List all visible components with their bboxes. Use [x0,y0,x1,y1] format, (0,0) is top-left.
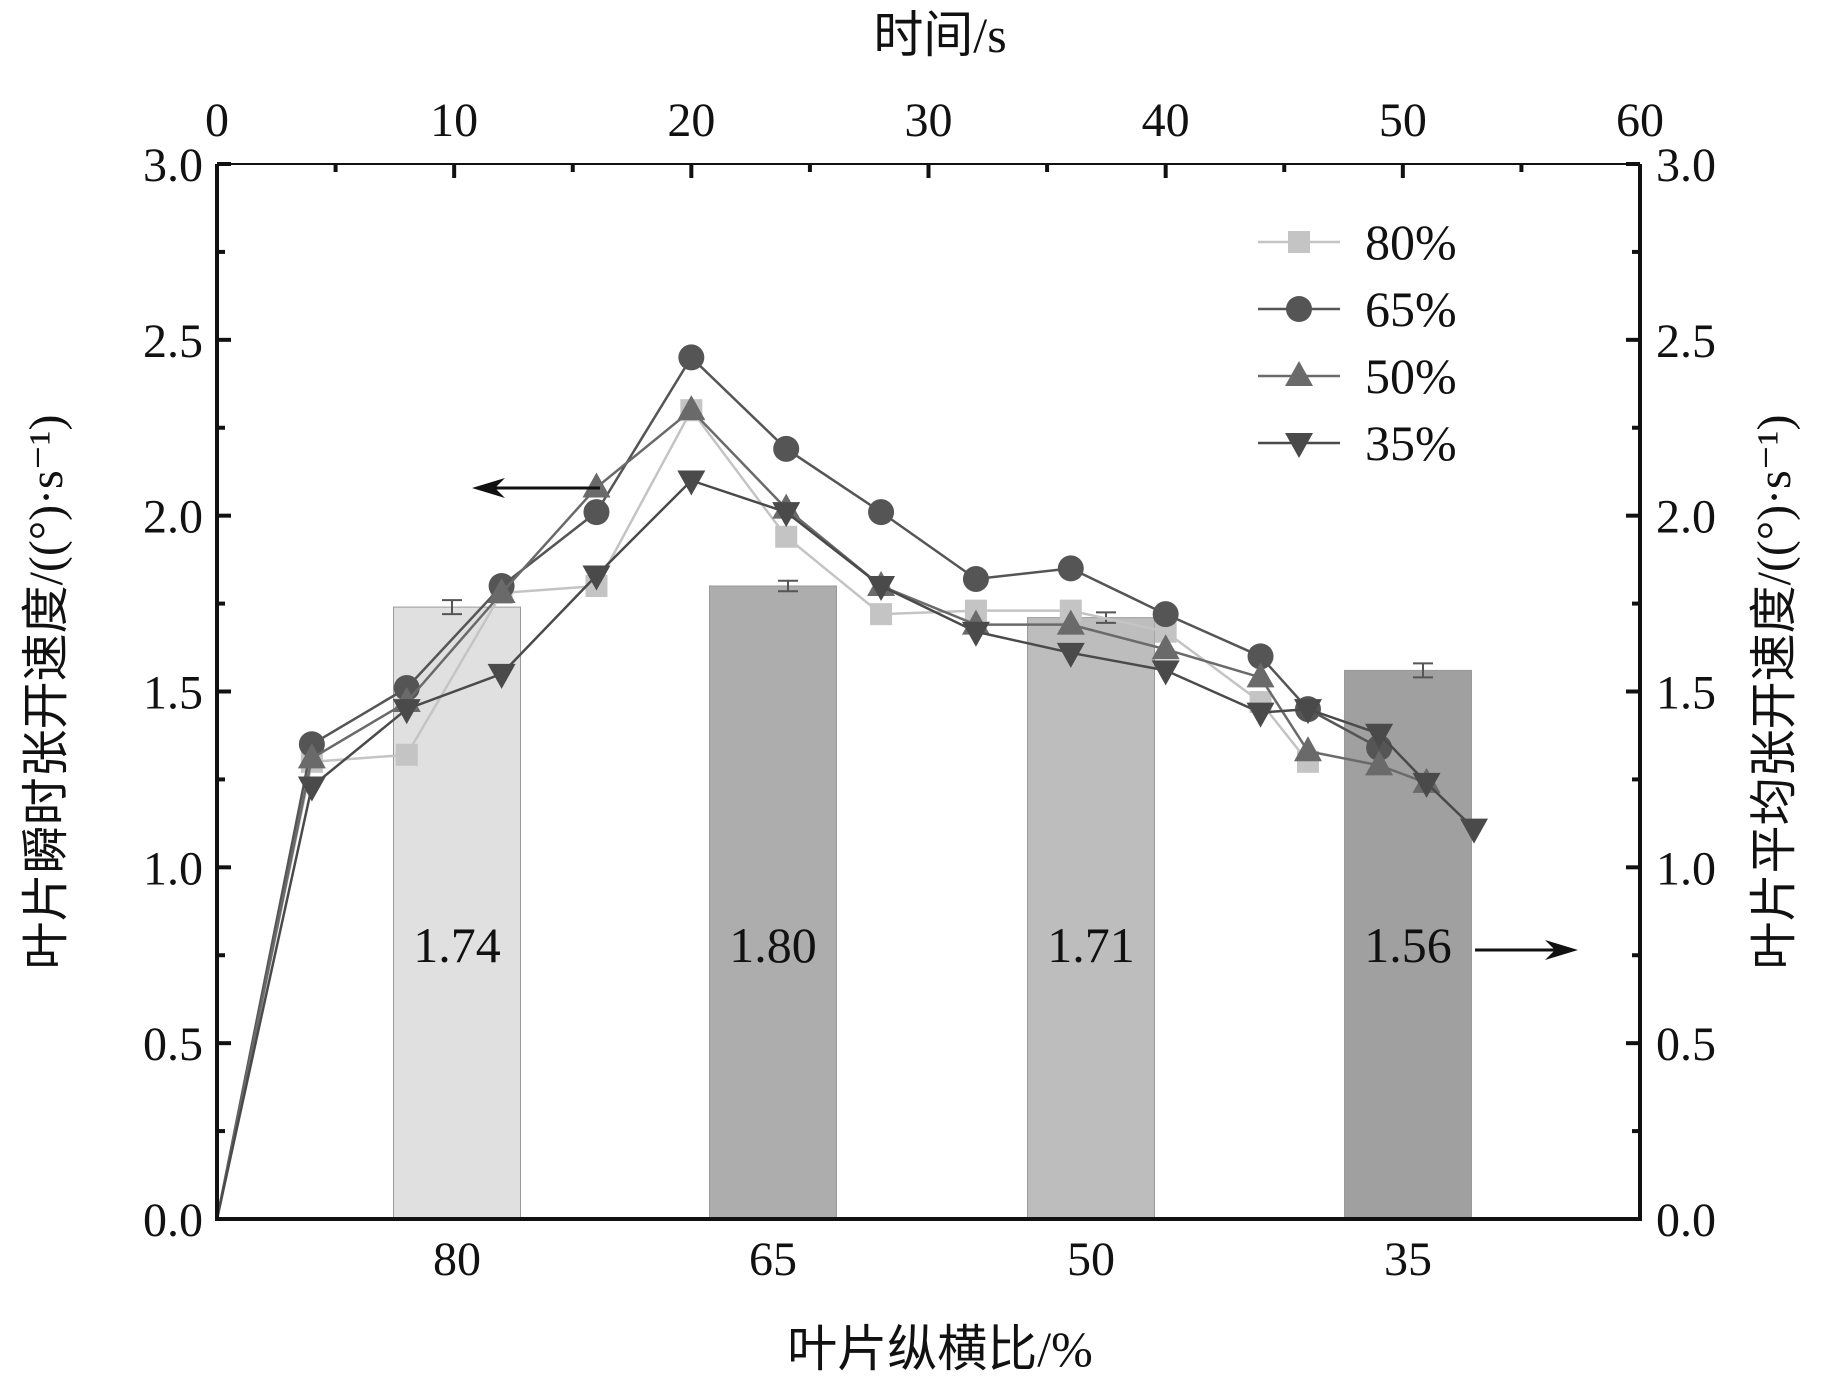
series-line [215,479,1475,1220]
error-bar [1413,662,1433,679]
left-y-tick-label: 2.0 [143,491,203,544]
top-x-tick-label: 50 [1379,94,1427,147]
error-bar [778,579,798,593]
marker-triangle-up [1246,662,1275,688]
legend-label: 50% [1365,348,1457,404]
bottom-x-tick-label: 80 [433,1233,481,1286]
marker-triangle-down [1285,433,1313,458]
top-x-tick-label: 40 [1142,94,1190,147]
bar-value-label: 1.71 [1047,917,1135,973]
marker-triangle-up [1151,634,1180,660]
left-y-tick-label: 0.5 [143,1018,203,1071]
top-x-tick-label: 20 [667,94,715,147]
right-y-tick-label: 0.5 [1656,1018,1716,1071]
series-35pct [215,470,1488,1220]
right-y-tick-label: 1.0 [1656,842,1716,895]
right-y-tick-label: 0.0 [1656,1194,1716,1247]
top-x-tick-label: 30 [905,94,953,147]
left-y-tick-label: 2.5 [143,315,203,368]
marker-triangle-down [582,565,611,591]
marker-circle [962,565,989,592]
marker-triangle-down [1459,818,1488,844]
marker-triangle-down [1412,772,1441,798]
top-x-axis-title: 时间/s [873,7,1006,63]
left-y-tick-label: 1.0 [143,842,203,895]
left-y-tick-label: 0.0 [143,1194,203,1247]
right-y-axis-title: 叶片平均张开速度/((°)·s⁻¹) [1748,415,1801,970]
bar-value-label: 1.80 [729,917,817,973]
legend-label: 65% [1365,281,1457,337]
marker-triangle-down [1365,723,1394,749]
left-arrow-annotation [472,478,600,498]
marker-triangle-up [487,578,516,604]
marker-square [870,603,893,626]
series-line [215,355,1380,1220]
marker-circle [1286,296,1312,322]
bars: 1.74 1.80 1.71 1.56 [393,579,1472,1220]
marker-square [1154,620,1177,643]
legend-label: 80% [1365,214,1457,270]
left-y-tick-label: 1.5 [143,667,203,720]
marker-triangle-up [1293,736,1322,762]
axes: 80 65 50 35 0.0 0.0 0.5 0.5 1.0 1.0 1.5 1.5 2.0 2.0 2.… [143,94,1716,1286]
top-x-tick-label: 0 [205,94,229,147]
legend: 80% 65% 50% 35% [1258,214,1457,471]
right-y-tick-label: 1.5 [1656,667,1716,720]
marker-square [775,525,798,548]
marker-circle [773,435,800,462]
marker-square [1288,231,1310,253]
bar-50 [1027,617,1155,1220]
marker-square [395,743,418,766]
marker-triangle-down [487,663,516,689]
top-x-tick-label: 10 [430,94,478,147]
marker-triangle-down [392,699,421,725]
series-lines [215,344,1488,1220]
bottom-x-axis-title: 叶片纵横比/% [787,1321,1093,1377]
right-y-tick-label: 2.5 [1656,315,1716,368]
bottom-x-tick-label: 35 [1384,1233,1432,1286]
bottom-x-tick-label: 50 [1067,1233,1115,1286]
bar-value-label: 1.56 [1364,917,1452,973]
right-arrow-annotation [1475,940,1578,960]
marker-circle [1247,643,1274,670]
left-y-tick-label: 3.0 [143,139,203,192]
marker-circle [1152,601,1179,628]
marker-triangle-up [297,743,326,769]
marker-triangle-down [677,470,706,496]
error-bar [442,599,462,616]
marker-triangle-up [1056,609,1085,635]
legend-label: 35% [1365,415,1457,471]
left-y-axis-title: 叶片瞬时张开速度/((°)·s⁻¹) [20,415,73,970]
marker-triangle-down [772,502,801,528]
marker-circle [678,344,705,371]
right-y-tick-label: 3.0 [1656,139,1716,192]
marker-triangle-down [1056,642,1085,668]
marker-triangle-up [1365,750,1394,776]
marker-triangle-down [961,621,990,647]
marker-circle [1057,555,1084,582]
bar-value-label: 1.74 [413,917,501,973]
marker-triangle-up [1285,361,1313,386]
marker-circle [868,499,895,526]
marker-triangle-down [867,576,896,601]
marker-triangle-down [1293,699,1322,725]
top-x-tick-label: 60 [1616,94,1664,147]
right-y-tick-label: 2.0 [1656,491,1716,544]
marker-circle [583,499,610,526]
marker-triangle-up [677,395,706,421]
bar-65 [709,585,837,1220]
marker-triangle-down [1151,660,1180,686]
bottom-x-tick-label: 65 [749,1233,797,1286]
marker-triangle-down [1246,702,1275,728]
marker-triangle-down [297,776,326,802]
marker-triangle-up [582,472,611,498]
